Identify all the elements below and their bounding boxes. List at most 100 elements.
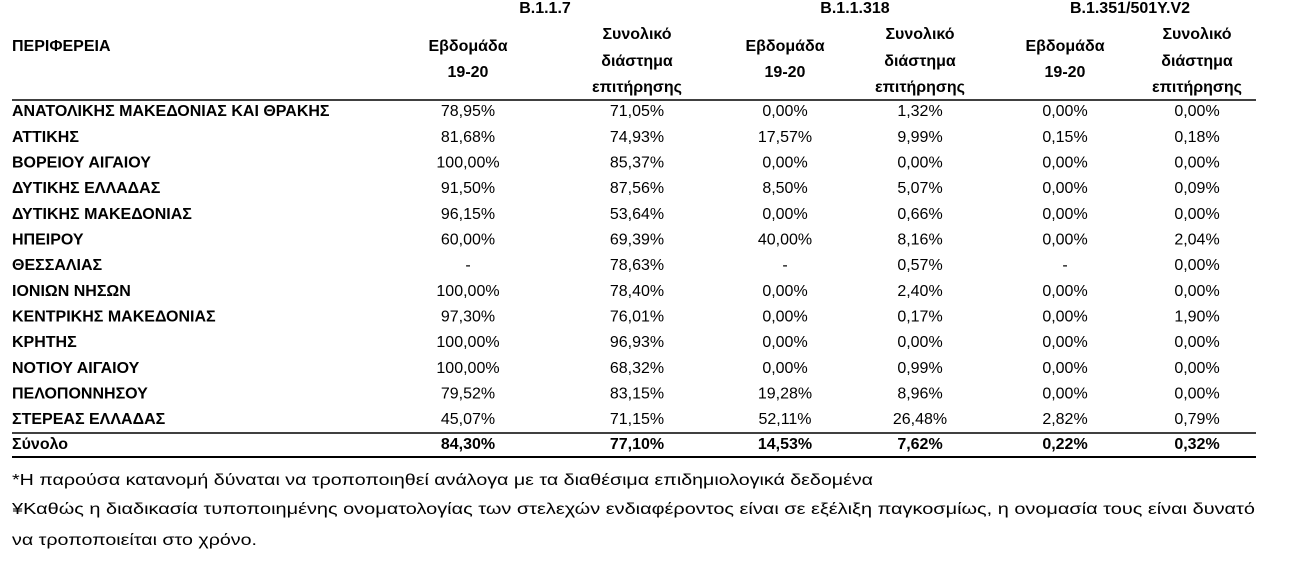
cell-value: 85,37% <box>610 155 664 172</box>
footnote: ¥Καθώς η διαδικασία τυποποιημένης ονοματ… <box>11 501 1255 518</box>
cell-value: 0,00% <box>1042 155 1087 172</box>
cell-value: 0,00% <box>1174 334 1219 351</box>
cell-value: 96,93% <box>610 334 664 351</box>
cell-value: 91,50% <box>441 180 495 197</box>
cell-value: 0,79% <box>1174 411 1219 428</box>
footnote: να τροποποιείται στο χρόνο. <box>12 532 257 549</box>
cell-value: 0,00% <box>1174 360 1219 377</box>
cell-value: 97,30% <box>441 309 495 326</box>
cell-value: 71,05% <box>610 103 664 120</box>
cell-value: 100,00% <box>436 155 499 172</box>
cell-value: 2,04% <box>1174 232 1219 249</box>
cell-value: 96,15% <box>441 206 495 223</box>
cell-value: 0,99% <box>897 360 942 377</box>
cell-value: 60,00% <box>441 232 495 249</box>
cell-value: 0,15% <box>1042 129 1087 146</box>
cell-value: 78,63% <box>610 257 664 274</box>
cell-value: 83,15% <box>610 386 664 403</box>
cell-value: 71,15% <box>610 411 664 428</box>
cell-value: 40,00% <box>758 232 812 249</box>
cell-value: 45,07% <box>441 411 495 428</box>
group-header: B.1.351/501Y.V2 <box>1070 0 1190 17</box>
column-header: 19-20 <box>1045 64 1086 81</box>
cell-value: 0,00% <box>762 155 807 172</box>
column-header: διάστημα <box>1161 53 1233 70</box>
total-value: 7,62% <box>897 436 942 453</box>
cell-value: 0,00% <box>1042 309 1087 326</box>
group-header: B.1.1.318 <box>820 0 889 17</box>
region-name: ΚΕΝΤΡΙΚΗΣ ΜΑΚΕΔΟΝΙΑΣ <box>12 309 216 326</box>
cell-value: 79,52% <box>441 386 495 403</box>
column-header: Εβδομάδα <box>1025 38 1104 55</box>
column-header: διάστημα <box>601 53 673 70</box>
column-header: Συνολικό <box>1162 26 1231 43</box>
cell-value: 26,48% <box>893 411 947 428</box>
cell-value: 0,00% <box>897 155 942 172</box>
cell-value: 0,66% <box>897 206 942 223</box>
cell-value: 0,00% <box>762 309 807 326</box>
cell-value: - <box>1062 257 1067 274</box>
cell-value: 81,68% <box>441 129 495 146</box>
region-name: ΔΥΤΙΚΗΣ ΜΑΚΕΔΟΝΙΑΣ <box>12 206 192 223</box>
group-header: B.1.1.7 <box>519 0 571 17</box>
total-value: 0,32% <box>1174 436 1219 453</box>
column-header: Εβδομάδα <box>745 38 824 55</box>
cell-value: 100,00% <box>436 360 499 377</box>
cell-value: 0,00% <box>762 103 807 120</box>
region-name: ΚΡΗΤΗΣ <box>12 334 77 351</box>
cell-value: 0,57% <box>897 257 942 274</box>
cell-value: 19,28% <box>758 386 812 403</box>
cell-value: 78,40% <box>610 283 664 300</box>
region-name: ΑΤΤΙΚΗΣ <box>12 129 79 146</box>
cell-value: 1,32% <box>897 103 942 120</box>
region-name: ΗΠΕΙΡΟΥ <box>12 232 84 249</box>
region-name: ΒΟΡΕΙΟΥ ΑΙΓΑΙΟΥ <box>12 155 151 172</box>
total-value: 77,10% <box>610 436 664 453</box>
cell-value: 0,17% <box>897 309 942 326</box>
region-name: ΙΟΝΙΩΝ ΝΗΣΩΝ <box>12 283 131 300</box>
cell-value: - <box>782 257 787 274</box>
cell-value: 0,00% <box>1174 386 1219 403</box>
region-header: ΠΕΡΙΦΕΡΕΙΑ <box>12 38 111 55</box>
cell-value: 0,00% <box>1174 155 1219 172</box>
total-value: 14,53% <box>758 436 812 453</box>
cell-value: 1,90% <box>1174 309 1219 326</box>
cell-value: 52,11% <box>758 411 811 428</box>
cell-value: 0,00% <box>1174 257 1219 274</box>
cell-value: 0,00% <box>762 360 807 377</box>
region-name: ΑΝΑΤΟΛΙΚΗΣ ΜΑΚΕΔΟΝΙΑΣ ΚΑΙ ΘΡΑΚΗΣ <box>12 103 330 120</box>
region-name: ΔΥΤΙΚΗΣ ΕΛΛΑΔΑΣ <box>12 180 161 197</box>
region-name: ΘΕΣΣΑΛΙΑΣ <box>12 257 103 274</box>
column-header: επιτήρησης <box>592 79 682 96</box>
footnote: *Η παρούσα κατανομή δύναται να τροποποιη… <box>12 472 873 489</box>
cell-value: 68,32% <box>610 360 664 377</box>
column-header: διάστημα <box>884 53 956 70</box>
cell-value: 0,00% <box>1042 103 1087 120</box>
total-value: 84,30% <box>441 436 495 453</box>
column-header: Εβδομάδα <box>428 38 507 55</box>
region-name: ΝΟΤΙΟΥ ΑΙΓΑΙΟΥ <box>12 360 140 377</box>
cell-value: 9,99% <box>897 129 942 146</box>
cell-value: 2,40% <box>897 283 942 300</box>
cell-value: 0,00% <box>1042 283 1087 300</box>
cell-value: 5,07% <box>897 180 942 197</box>
cell-value: 0,00% <box>1042 206 1087 223</box>
cell-value: 78,95% <box>441 103 495 120</box>
cell-value: 76,01% <box>610 309 664 326</box>
cell-value: 69,39% <box>610 232 664 249</box>
cell-value: 8,50% <box>762 180 807 197</box>
cell-value: 0,00% <box>762 206 807 223</box>
cell-value: 8,16% <box>897 232 942 249</box>
cell-value: 0,00% <box>1042 386 1087 403</box>
cell-value: 0,00% <box>1042 232 1087 249</box>
cell-value: 0,18% <box>1174 129 1219 146</box>
total-label: Σύνολο <box>12 436 68 453</box>
cell-value: 0,00% <box>1042 334 1087 351</box>
column-header: Συνολικό <box>885 26 954 43</box>
column-header: 19-20 <box>765 64 806 81</box>
column-header: 19-20 <box>448 64 489 81</box>
cell-value: 0,09% <box>1174 180 1219 197</box>
cell-value: 53,64% <box>610 206 664 223</box>
cell-value: 74,93% <box>610 129 664 146</box>
